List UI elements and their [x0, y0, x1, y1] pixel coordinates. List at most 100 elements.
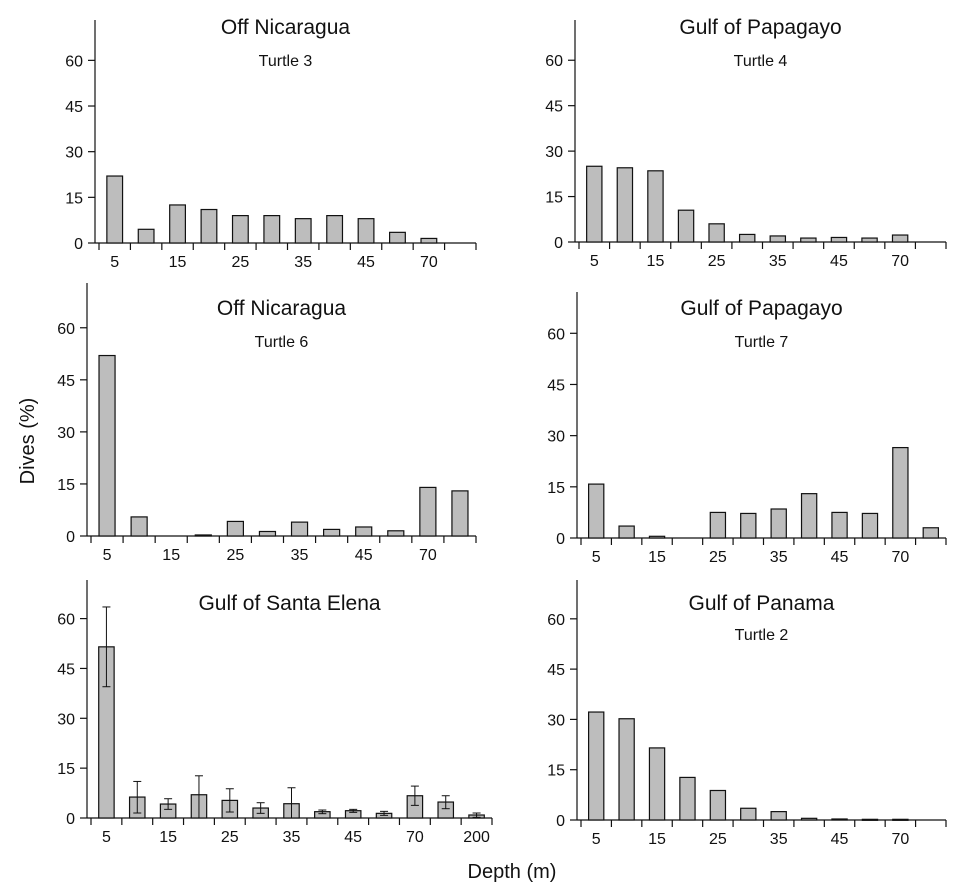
bar [618, 525, 635, 539]
y-tick-label: 45 [545, 99, 563, 116]
x-tick-label: 25 [221, 829, 239, 846]
bar [226, 520, 244, 537]
bar [740, 807, 757, 821]
y-tick-label: 60 [57, 612, 75, 629]
x-tick-label: 25 [226, 547, 244, 564]
bar [294, 218, 312, 244]
x-tick-label: 70 [420, 254, 438, 271]
panel-1: 0 15 30 45 60 5 15 25 35 45 70 Off Nicaragua Turtle … [65, 16, 477, 271]
bar [861, 512, 879, 539]
x-tick-label: 45 [830, 253, 848, 270]
bar [263, 215, 281, 244]
bar [647, 170, 664, 243]
panels-container: 0 15 30 45 60 5 15 25 35 45 70 Off Nicaragua Turtle … [57, 16, 947, 848]
x-tick-label: 15 [647, 253, 665, 270]
x-tick-label: 15 [162, 547, 180, 564]
bar [355, 526, 373, 537]
bar [738, 233, 756, 243]
x-tick-label: 5 [103, 547, 112, 564]
x-tick-label: 70 [891, 831, 909, 848]
x-tick-label: 15 [159, 829, 177, 846]
panel-title: Off Nicaragua [221, 16, 350, 39]
bar [892, 818, 909, 821]
y-tick-label: 0 [66, 529, 75, 546]
x-tick-label: 70 [891, 253, 909, 270]
bar [709, 789, 727, 821]
x-tick-label: 5 [590, 253, 599, 270]
bar [861, 237, 878, 243]
bar [770, 811, 787, 821]
y-tick-label: 0 [74, 236, 83, 253]
bar [451, 490, 469, 537]
x-tick-label: 15 [648, 549, 666, 566]
bar [389, 231, 406, 244]
x-tick-label: 70 [406, 829, 424, 846]
x-tick-label: 25 [709, 549, 727, 566]
x-tick-label: 45 [355, 547, 373, 564]
y-tick-label: 15 [57, 761, 75, 778]
y-tick-label: 0 [66, 811, 75, 828]
bar [922, 527, 939, 539]
bar [323, 528, 341, 537]
bar [861, 818, 879, 821]
bar [200, 208, 218, 244]
x-tick-label: 5 [592, 831, 601, 848]
panel-3: 0 15 30 45 60 5 15 25 35 45 70 Off Nicaragua Turtle … [57, 283, 477, 564]
panel-subtitle: Turtle 3 [259, 53, 313, 70]
x-tick-label: 45 [831, 831, 849, 848]
x-tick-label: 5 [110, 254, 119, 271]
bar [616, 167, 634, 243]
y-tick-label: 0 [554, 235, 563, 252]
panel-4: 0 15 30 45 60 5 15 25 35 45 70 Gulf of Papagayo Turt… [547, 292, 947, 566]
y-tick-label: 45 [57, 373, 75, 390]
bar [831, 511, 848, 539]
x-tick-label: 5 [592, 549, 601, 566]
y-tick-label: 15 [547, 763, 565, 780]
x-tick-label: 35 [770, 549, 788, 566]
bar [169, 204, 186, 244]
panel-subtitle: Turtle 7 [735, 334, 789, 351]
y-tick-label: 30 [547, 712, 565, 729]
bar [708, 223, 725, 243]
y-tick-label: 30 [547, 429, 565, 446]
bar [357, 218, 375, 244]
y-tick-label: 0 [556, 813, 565, 830]
x-tick-label: 45 [357, 254, 375, 271]
x-tick-label: 70 [891, 549, 909, 566]
bar [892, 446, 909, 539]
bar [387, 530, 405, 537]
x-tick-label: 200 [463, 829, 490, 846]
bar [137, 228, 155, 244]
bar [258, 530, 277, 537]
figure-y-axis-label: Dives (%) [17, 398, 39, 485]
x-tick-label: 45 [831, 549, 849, 566]
y-tick-label: 30 [57, 425, 75, 442]
y-tick-label: 15 [545, 190, 563, 207]
bar [800, 237, 817, 243]
panel-title: Off Nicaragua [217, 297, 346, 320]
bar [770, 508, 787, 539]
bar [648, 535, 666, 539]
x-tick-label: 70 [419, 547, 437, 564]
y-tick-label: 15 [547, 480, 565, 497]
x-tick-label: 15 [648, 831, 666, 848]
bar [98, 354, 116, 537]
bar [326, 215, 344, 244]
x-tick-label: 35 [291, 547, 309, 564]
bar [800, 817, 818, 821]
bar [194, 534, 212, 537]
panel-subtitle: Turtle 6 [255, 334, 309, 351]
panel-title: Gulf of Papagayo [680, 297, 842, 320]
panel-5: 0 15 30 45 60 5 15 25 35 45 70 200 Gulf of Santa Ele… [57, 580, 493, 846]
panel-subtitle: Turtle 4 [734, 53, 788, 70]
x-tick-label: 45 [344, 829, 362, 846]
y-tick-label: 0 [556, 531, 565, 548]
panel-title: Gulf of Papagayo [679, 16, 841, 39]
bar [709, 511, 727, 539]
y-tick-label: 60 [547, 612, 565, 629]
bar [679, 776, 696, 821]
y-tick-label: 45 [57, 661, 75, 678]
figure-x-axis-label: Depth (m) [468, 861, 557, 883]
y-tick-label: 30 [545, 144, 563, 161]
